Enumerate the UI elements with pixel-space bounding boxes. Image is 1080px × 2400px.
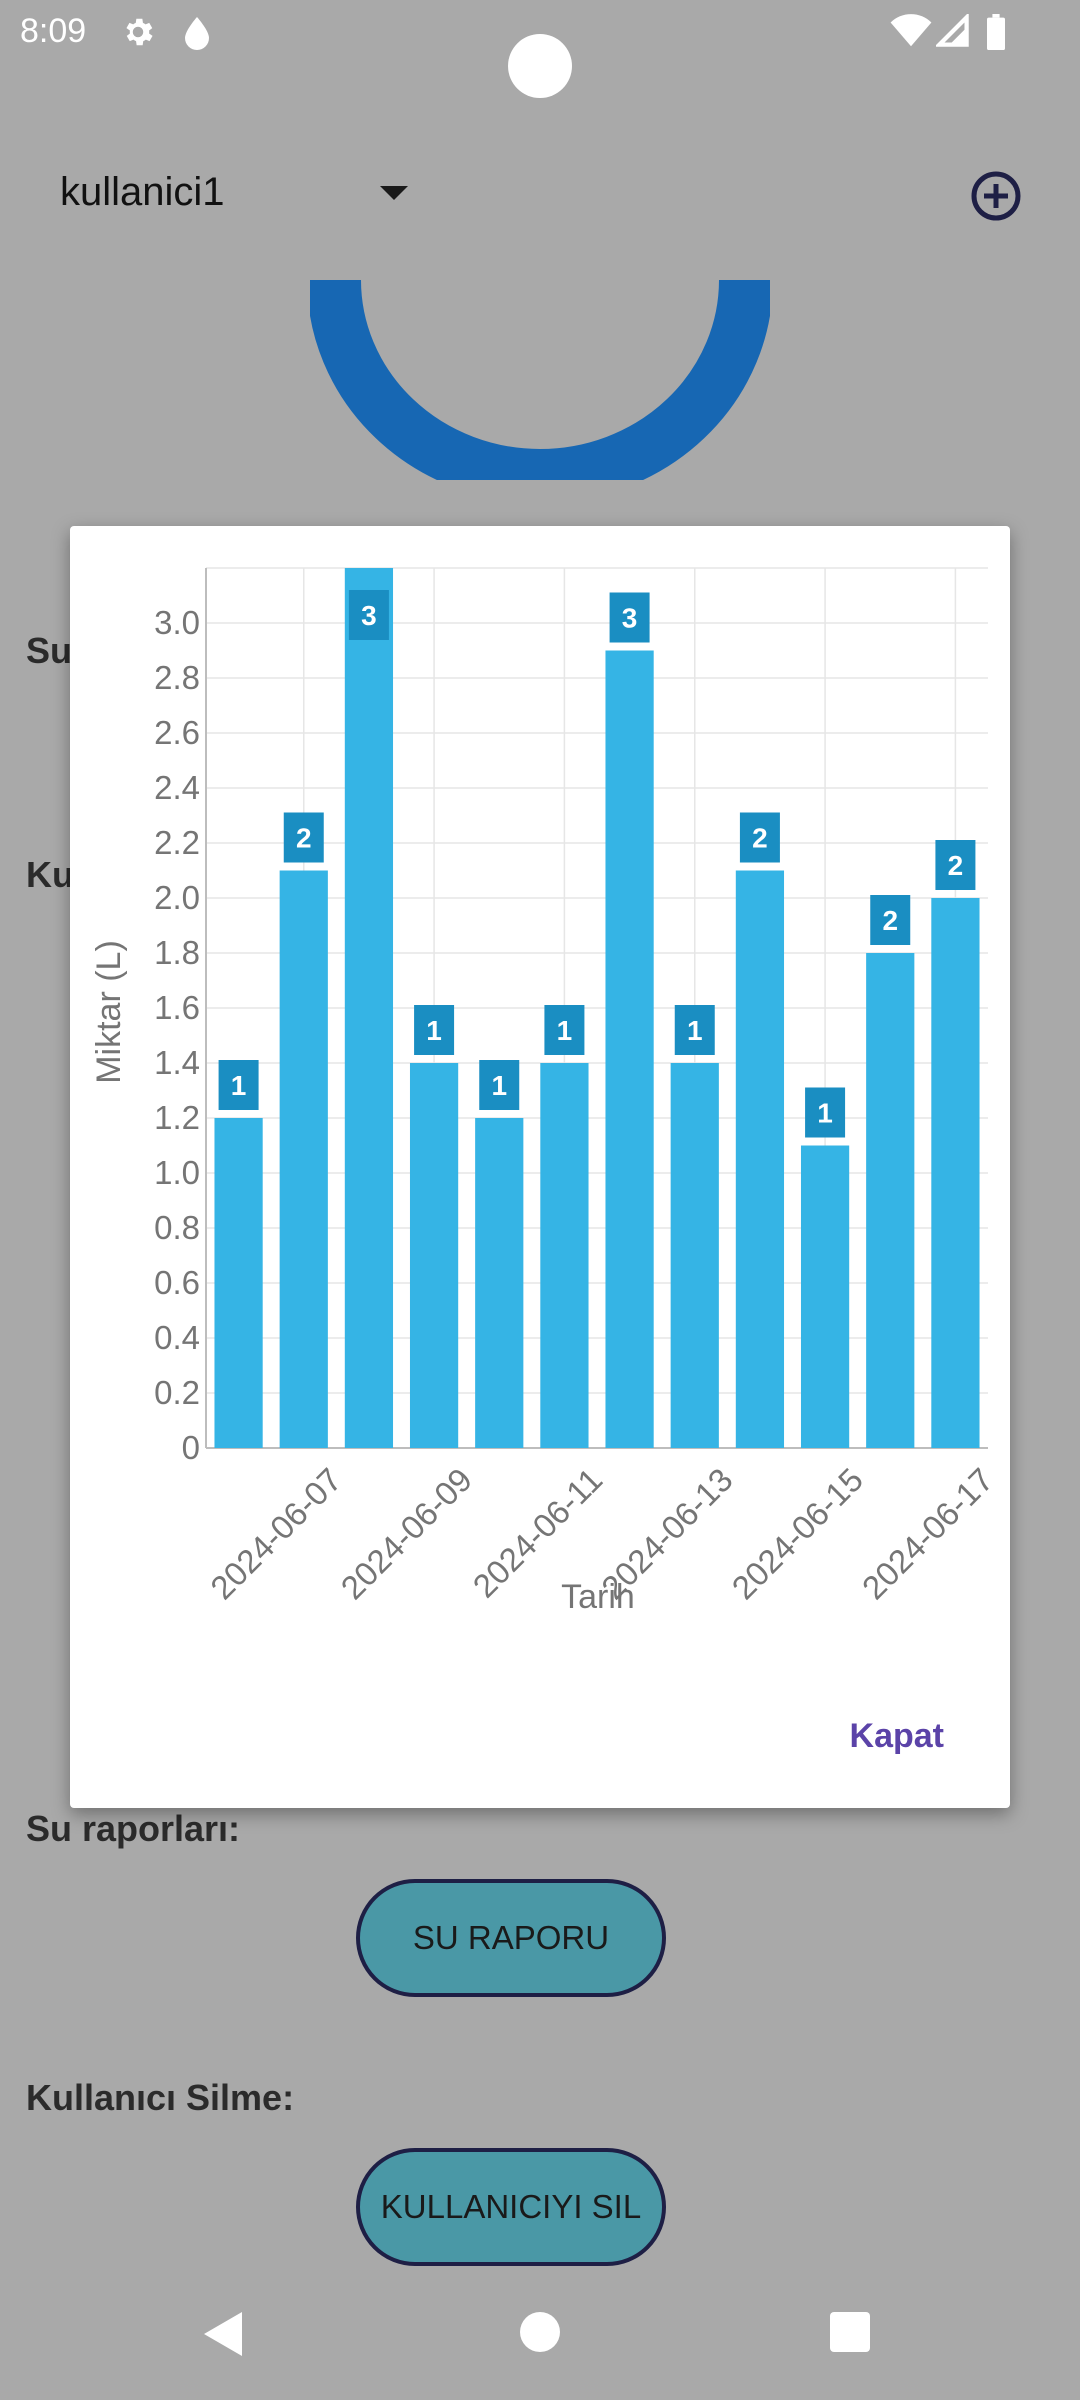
bar bbox=[735, 870, 785, 1448]
wifi-icon bbox=[890, 14, 932, 47]
camera-cutout bbox=[508, 34, 572, 98]
y-tick-label: 0.4 bbox=[154, 1319, 200, 1356]
bar bbox=[605, 650, 654, 1448]
data-label-box bbox=[870, 895, 911, 945]
bar bbox=[540, 1063, 589, 1448]
bar bbox=[800, 1145, 850, 1448]
data-label-box bbox=[544, 1005, 585, 1055]
data-label-box bbox=[609, 592, 650, 643]
bar bbox=[931, 898, 980, 1448]
hidden-section-label: Su bbox=[26, 630, 73, 671]
data-label-box bbox=[218, 1060, 259, 1110]
bar bbox=[475, 1118, 524, 1448]
delete-user-label: Kullanıcı Silme: bbox=[26, 2077, 295, 2118]
y-tick-label: 1.6 bbox=[154, 989, 200, 1026]
x-tick-label: 2024-06-07 bbox=[203, 1461, 349, 1607]
x-axis-title: Tarih bbox=[561, 1578, 635, 1616]
data-label: 2 bbox=[296, 823, 312, 854]
user-select[interactable]: kullanici1 bbox=[60, 170, 225, 214]
data-label-box bbox=[935, 840, 976, 890]
status-bar: 8:09 bbox=[0, 0, 1080, 64]
water-gauge bbox=[310, 279, 770, 480]
data-label-box bbox=[414, 1005, 455, 1055]
y-tick-label: 3.0 bbox=[154, 604, 200, 641]
data-label: 2 bbox=[882, 905, 898, 936]
data-label: 3 bbox=[361, 600, 377, 631]
close-button[interactable]: Kapat bbox=[849, 1717, 944, 1755]
y-tick-label: 1.8 bbox=[154, 934, 200, 971]
bar-chart: 0 0.2 0.4 0.6 0.8 1.0 1.2 1.4 1.6 1.8 2.0 2.2 2.4 2.6… bbox=[90, 567, 1001, 1616]
reports-label: Su raporları: bbox=[26, 1808, 241, 1849]
battery-icon bbox=[987, 14, 1005, 50]
x-tick-label: 2024-06-15 bbox=[725, 1461, 871, 1607]
back-icon[interactable] bbox=[204, 2312, 242, 2356]
recents-icon[interactable] bbox=[830, 2312, 870, 2352]
data-label: 3 bbox=[622, 603, 638, 634]
bar bbox=[409, 1063, 459, 1448]
navigation-bar bbox=[0, 2270, 1080, 2400]
data-label: 1 bbox=[687, 1015, 703, 1046]
y-tick-label: 0.2 bbox=[154, 1374, 200, 1411]
bar bbox=[344, 568, 394, 1448]
hidden-section-label: Ku bbox=[26, 854, 74, 895]
y-tick-label: 2.8 bbox=[154, 659, 200, 696]
data-label-box bbox=[674, 1005, 715, 1055]
data-label: 2 bbox=[948, 850, 964, 881]
y-tick-label: 0.6 bbox=[154, 1264, 200, 1301]
y-tick-label: 1.0 bbox=[154, 1154, 200, 1191]
data-label: 1 bbox=[426, 1015, 442, 1046]
data-label: 1 bbox=[491, 1070, 507, 1101]
add-circle-icon[interactable] bbox=[970, 170, 1022, 222]
data-label-box bbox=[739, 812, 780, 863]
y-tick-label: 2.2 bbox=[154, 824, 200, 861]
chart-dialog: 0 0.2 0.4 0.6 0.8 1.0 1.2 1.4 1.6 1.8 2.0 2.2 2.4 2.6… bbox=[70, 526, 1010, 1808]
y-axis-title: Miktar (L) bbox=[90, 940, 128, 1084]
y-tick-label: 2.0 bbox=[154, 879, 200, 916]
data-label-box bbox=[479, 1060, 520, 1110]
y-tick-label: 2.4 bbox=[154, 769, 200, 806]
signal-icon bbox=[936, 14, 969, 47]
data-label: 1 bbox=[557, 1015, 573, 1046]
data-label-box bbox=[348, 590, 389, 640]
y-tick-label: 1.2 bbox=[154, 1099, 200, 1136]
y-tick-label: 0 bbox=[182, 1429, 200, 1466]
y-tick-label: 1.4 bbox=[154, 1044, 200, 1081]
bar bbox=[670, 1063, 719, 1448]
data-label-box bbox=[283, 812, 324, 863]
delete-user-button[interactable]: KULLANICIYI SIL bbox=[356, 2148, 666, 2266]
home-icon[interactable] bbox=[520, 2312, 560, 2352]
data-label: 1 bbox=[231, 1070, 247, 1101]
bar bbox=[214, 1118, 263, 1448]
data-label-box bbox=[805, 1087, 846, 1138]
bar bbox=[279, 870, 328, 1448]
x-tick-label: 2024-06-09 bbox=[334, 1461, 480, 1607]
settings-icon bbox=[126, 18, 153, 46]
bar bbox=[866, 953, 915, 1448]
water-drop-icon bbox=[185, 17, 209, 50]
water-report-button[interactable]: SU RAPORU bbox=[356, 1879, 666, 1997]
y-tick-label: 0.8 bbox=[154, 1209, 200, 1246]
y-tick-label: 2.6 bbox=[154, 714, 200, 751]
status-time: 8:09 bbox=[20, 12, 87, 50]
chevron-down-icon[interactable] bbox=[380, 186, 408, 200]
x-tick-label: 2024-06-17 bbox=[855, 1461, 1001, 1607]
data-label: 1 bbox=[817, 1098, 833, 1129]
data-label: 2 bbox=[752, 823, 768, 854]
